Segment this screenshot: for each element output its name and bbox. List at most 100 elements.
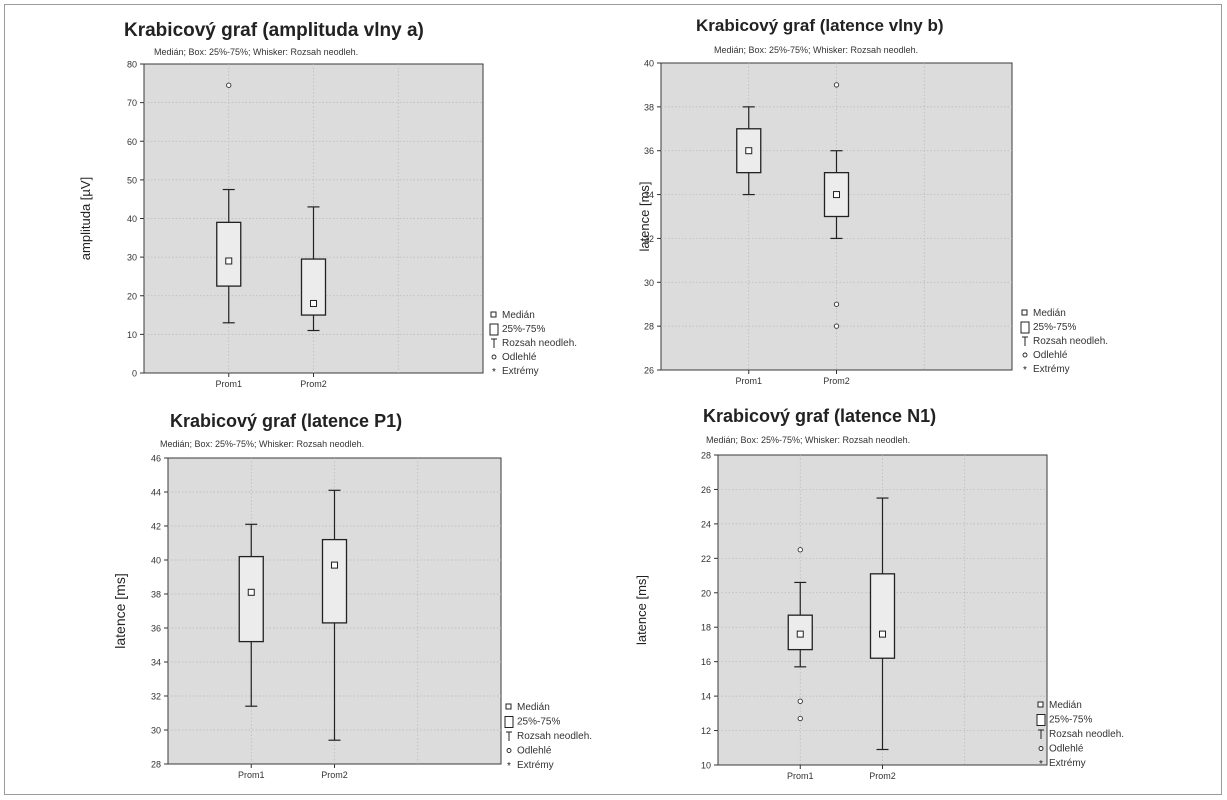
outlier-point	[833, 82, 840, 88]
legend-median-symbol	[1037, 701, 1044, 708]
legend-label: Rozsah neodleh.	[1049, 729, 1124, 740]
y-tick-label: 32	[644, 234, 654, 244]
x-tick-label: Prom2	[321, 770, 348, 780]
y-tick-label: 40	[644, 59, 654, 69]
median-marker	[331, 561, 338, 569]
outlier-point	[797, 715, 803, 722]
y-tick-label: 38	[644, 102, 654, 112]
y-tick-label: 14	[701, 692, 711, 702]
x-tick-label: Prom2	[869, 771, 896, 781]
legend-label: Odlehlé	[1049, 744, 1084, 755]
legend-extreme-symbol: *	[1023, 365, 1027, 376]
x-tick-label: Prom1	[735, 376, 762, 386]
y-tick-label: 70	[127, 98, 137, 108]
outlier-point	[833, 301, 840, 307]
y-tick-label: 22	[701, 554, 711, 564]
y-tick-label: 50	[127, 175, 137, 185]
y-axis-label: latence [ms]	[637, 181, 652, 251]
legend-label: 25%-75%	[517, 717, 560, 728]
legend-median-symbol	[1021, 309, 1028, 316]
legend-label: 25%-75%	[1049, 715, 1092, 726]
boxplot-latency-n1: Krabicový graf (latence N1) Medián; Box: …	[634, 406, 1124, 781]
y-tick-label: 16	[701, 657, 711, 667]
legend-label: Medián	[517, 702, 550, 713]
y-tick-label: 10	[127, 330, 137, 340]
chart-subtitle: Medián; Box: 25%-75%; Whisker: Rozsah ne…	[160, 439, 364, 449]
y-tick-label: 24	[701, 519, 711, 529]
legend-box-symbol	[504, 716, 514, 728]
legend-label: Medián	[502, 310, 535, 321]
legend-label: Rozsah neodleh.	[502, 338, 577, 349]
legend-outlier-symbol	[1038, 746, 1044, 751]
outlier-point	[226, 82, 232, 88]
legend-extreme-symbol: *	[507, 761, 511, 772]
y-tick-label: 36	[151, 624, 161, 634]
chart-title: Krabicový graf (latence vlny b)	[696, 16, 944, 35]
outlier-point	[833, 323, 840, 329]
y-axis-label: amplituda [µV]	[78, 177, 93, 260]
chart-title: Krabicový graf (latence P1)	[170, 411, 402, 431]
y-tick-label: 32	[151, 692, 161, 702]
legend-label: 25%-75%	[1033, 322, 1076, 333]
y-tick-label: 30	[151, 726, 161, 736]
y-tick-label: 40	[127, 214, 137, 224]
legend: Medián 25%-75% Rozsah neodleh. Odlehlé * Extr…	[489, 310, 577, 378]
legend-whisker-symbol	[491, 338, 497, 348]
legend-outlier-symbol	[491, 354, 497, 360]
legend-label: Medián	[1033, 308, 1066, 319]
y-tick-label: 18	[701, 623, 711, 633]
legend-median-symbol	[505, 703, 512, 710]
boxplot-latency-b: Krabicový graf (latence vlny b) Medián; B…	[637, 16, 1108, 386]
y-tick-label: 38	[151, 590, 161, 600]
y-tick-label: 60	[127, 137, 137, 147]
x-tick-label: Prom1	[215, 379, 242, 389]
y-tick-label: 40	[151, 556, 161, 566]
x-tick-label: Prom2	[823, 376, 850, 386]
legend-box-symbol	[489, 323, 499, 336]
legend-label: Medián	[1049, 700, 1082, 711]
outlier-point	[797, 698, 803, 704]
outlier-point	[797, 547, 803, 553]
y-tick-label: 20	[127, 291, 137, 301]
y-tick-label: 34	[644, 190, 654, 200]
y-tick-label: 44	[151, 488, 161, 498]
median-marker	[745, 147, 753, 155]
y-tick-label: 0	[132, 369, 137, 379]
y-tick-label: 42	[151, 522, 161, 532]
chart-subtitle: Medián; Box: 25%-75%; Whisker: Rozsah ne…	[714, 45, 918, 55]
chart-title: Krabicový graf (latence N1)	[703, 406, 936, 426]
legend-extreme-symbol: *	[1039, 759, 1043, 770]
y-tick-label: 30	[127, 253, 137, 263]
y-tick-label: 26	[644, 366, 654, 376]
legend-label: Extrémy	[502, 366, 539, 377]
y-tick-label: 28	[151, 760, 161, 770]
figure-frame	[4, 4, 1222, 795]
legend: Medián 25%-75% Rozsah neodleh. Odlehlé * Extr…	[504, 702, 592, 772]
chart-subtitle: Medián; Box: 25%-75%; Whisker: Rozsah ne…	[154, 47, 358, 57]
legend-outlier-symbol	[1022, 352, 1028, 358]
median-marker	[247, 588, 255, 596]
legend-label: Extrémy	[517, 760, 554, 771]
y-tick-label: 36	[644, 146, 654, 156]
legend-label: Rozsah neodleh.	[517, 731, 592, 742]
median-marker	[796, 630, 804, 638]
boxplot-latency-p1: Krabicový graf (latence P1) Medián; Box: …	[112, 411, 592, 780]
y-tick-label: 28	[701, 451, 711, 461]
y-tick-label: 30	[644, 278, 654, 288]
chart-subtitle: Medián; Box: 25%-75%; Whisker: Rozsah ne…	[706, 435, 910, 445]
median-marker	[833, 191, 840, 199]
boxplot-amplitude-a: Krabicový graf (amplituda vlny a) Medián;…	[78, 20, 577, 389]
legend-label: Odlehlé	[517, 746, 552, 757]
box-iqr	[321, 538, 348, 624]
y-tick-label: 12	[701, 726, 711, 736]
legend: Medián 25%-75% Rozsah neodleh. Odlehlé * Extr…	[1020, 308, 1108, 376]
y-tick-label: 80	[127, 60, 137, 70]
y-tick-label: 10	[701, 761, 711, 771]
legend-label: Rozsah neodleh.	[1033, 336, 1108, 347]
legend-whisker-symbol	[1038, 729, 1044, 739]
y-axis-label: latence [ms]	[634, 575, 649, 645]
y-tick-label: 20	[701, 588, 711, 598]
box-iqr	[869, 573, 896, 659]
legend-box-symbol	[1036, 714, 1046, 726]
legend-label: Odlehlé	[1033, 350, 1068, 361]
